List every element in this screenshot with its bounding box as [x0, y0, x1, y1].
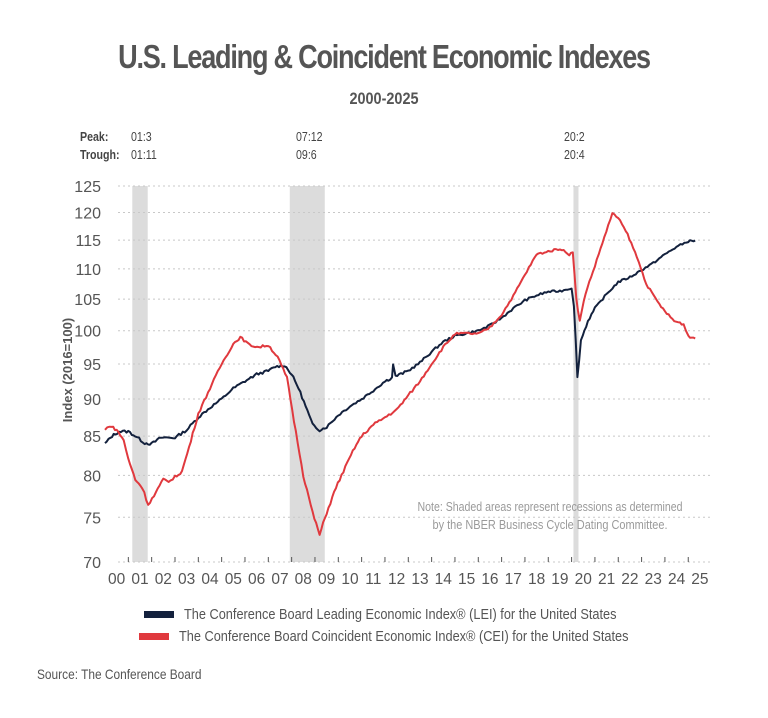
y-tick-label: 90 — [83, 392, 101, 409]
y-axis-label: Index (2016=100) — [60, 318, 75, 422]
chart-title: U.S. Leading & Coincident Economic Index… — [118, 38, 651, 75]
x-tick-label: 18 — [528, 571, 545, 588]
recession-band — [289, 186, 325, 562]
note-line-2: by the NBER Business Cycle Dating Commit… — [433, 517, 668, 532]
y-tick-label: 120 — [74, 205, 101, 222]
x-tick-label: 07 — [271, 571, 288, 588]
y-tick-label: 100 — [74, 324, 101, 341]
lei-swatch — [143, 610, 174, 618]
x-tick-label: 24 — [668, 571, 686, 588]
legend-item-cei: The Conference Board Coincident Economic… — [0, 625, 768, 647]
recession-3-trough: 20:4 — [564, 148, 585, 162]
legend-item-lei: The Conference Board Leading Economic In… — [0, 603, 768, 625]
x-tick-label: 00 — [108, 571, 126, 588]
x-tick-label: 12 — [388, 571, 405, 588]
x-tick-label: 05 — [225, 571, 242, 588]
x-tick-label: 16 — [481, 571, 498, 588]
series-lines — [104, 212, 696, 536]
gridlines — [118, 185, 710, 563]
x-tick-label: 13 — [411, 571, 428, 588]
x-tick-label: 10 — [341, 571, 359, 588]
x-tick-label: 19 — [551, 571, 568, 588]
y-tick-label: 75 — [83, 510, 101, 527]
y-tick-label: 85 — [83, 429, 101, 446]
source-note: Source: The Conference Board — [37, 666, 202, 682]
x-tick-label: 21 — [598, 571, 615, 588]
recession-2-peak: 07:12 — [296, 130, 323, 144]
y-tick-label: 115 — [75, 233, 101, 250]
x-tick-label: 23 — [645, 571, 662, 588]
cei-swatch — [138, 632, 169, 640]
x-tick-label: 22 — [621, 571, 638, 588]
legend-label-lei: The Conference Board Leading Economic In… — [183, 605, 617, 623]
x-tick-label: 14 — [435, 571, 453, 588]
y-tick-label: 105 — [74, 292, 101, 309]
x-tick-label: 25 — [691, 571, 708, 588]
y-tick-label: 110 — [75, 262, 101, 279]
x-tick-label: 06 — [248, 571, 265, 588]
peak-row-label: Peak: — [80, 130, 109, 144]
y-tick-label: 80 — [83, 468, 101, 485]
x-tick-label: 20 — [575, 571, 593, 588]
legend: The Conference Board Leading Economic In… — [0, 603, 768, 647]
legend-label-cei: The Conference Board Coincident Economic… — [178, 627, 629, 645]
x-tick-label: 08 — [295, 571, 312, 588]
x-axis-ticks: 00 01 02 03 04 05 06 07 08 09 10 11 12 13 14 15 16 17 18 19… — [108, 557, 709, 588]
note-line-1: Note: Shaded areas represent recessions … — [418, 499, 683, 514]
x-tick-label: 09 — [318, 571, 335, 588]
y-tick-label: 125 — [74, 179, 101, 196]
lei-line — [104, 239, 696, 446]
recession-1-trough: 01:11 — [131, 148, 157, 162]
recession-band — [132, 186, 148, 562]
cei-line — [104, 212, 696, 536]
y-axis-ticks: 70 75 80 85 90 95 100 105 110 115 120 125 — [74, 179, 101, 572]
x-tick-label: 02 — [155, 571, 172, 588]
x-tick-label: 11 — [365, 571, 381, 588]
recession-3-peak: 20:2 — [564, 130, 585, 144]
x-tick-label: 03 — [178, 571, 195, 588]
x-tick-label: 15 — [458, 571, 475, 588]
recession-band — [573, 186, 579, 562]
x-tick-label: 17 — [505, 571, 522, 588]
recession-1-peak: 01:3 — [131, 130, 152, 144]
trough-row-label: Trough: — [80, 148, 120, 162]
x-tick-label: 01 — [131, 571, 148, 588]
x-tick-label: 04 — [201, 571, 219, 588]
recession-bands — [132, 186, 579, 562]
chart-subtitle: 2000-2025 — [349, 89, 419, 108]
y-tick-label: 70 — [83, 555, 101, 572]
y-tick-label: 95 — [83, 357, 101, 374]
recession-2-trough: 09:6 — [296, 148, 317, 162]
